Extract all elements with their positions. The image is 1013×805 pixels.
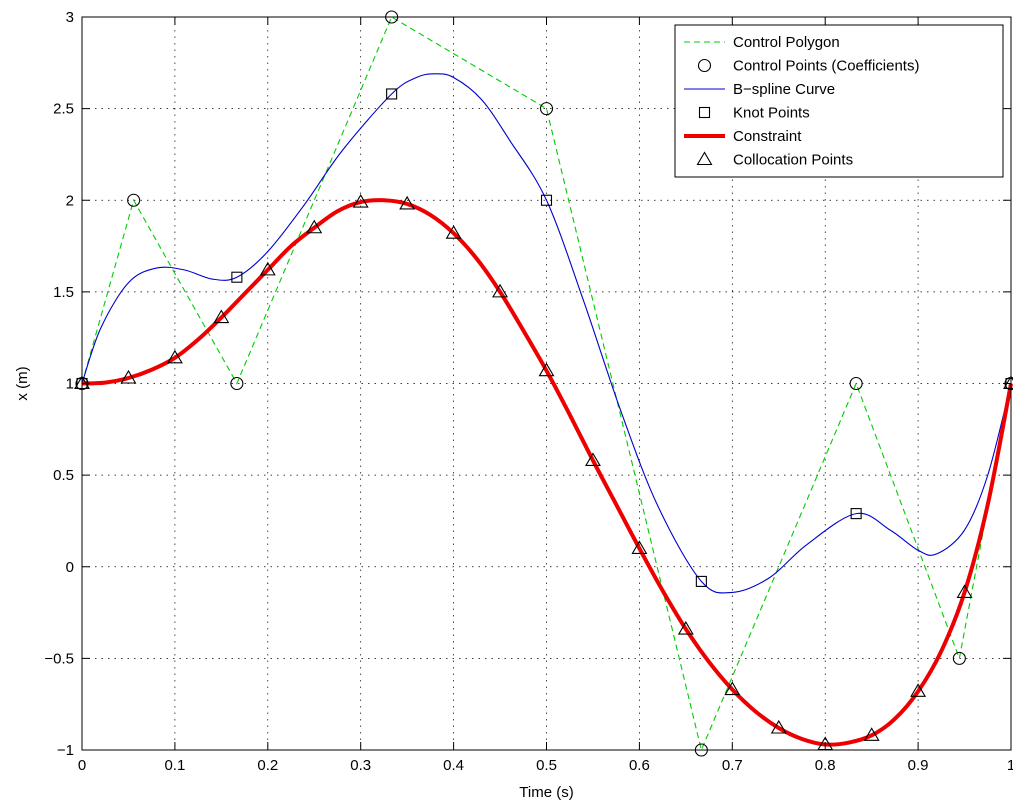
collocation-points-marker — [631, 540, 648, 554]
collocation-points-marker — [445, 225, 462, 239]
collocation-points-marker — [259, 261, 276, 276]
knot-points-marker — [695, 575, 707, 587]
collocation-points-marker — [538, 362, 555, 377]
x-tick-label: 0 — [78, 757, 86, 774]
y-tick-label: 3 — [66, 9, 74, 26]
x-tick-label: 0.6 — [629, 757, 650, 774]
collocation-points-marker — [770, 719, 787, 734]
control-points-coefficients-marker — [230, 376, 244, 391]
collocation-points-marker — [910, 683, 927, 697]
collocation-points-marker — [213, 309, 230, 324]
y-tick-label: 1 — [66, 376, 74, 393]
legend-swatch — [697, 58, 712, 73]
x-tick-label: 0.2 — [257, 757, 278, 774]
knot-points-marker — [850, 508, 862, 520]
y-tick-label: 1.5 — [53, 284, 74, 301]
y-tick-label: −0.5 — [44, 650, 74, 667]
legend-box — [674, 24, 1004, 178]
y-tick-label: −1 — [57, 742, 74, 759]
x-axis-label: Time (s) — [519, 784, 573, 801]
legend-label: Constraint — [733, 128, 802, 145]
series-b-spline-curve — [81, 73, 1012, 594]
collocation-points-marker — [956, 584, 973, 598]
x-tick-label: 0.8 — [815, 757, 836, 774]
control-points-coefficients-marker — [849, 376, 863, 391]
legend-label: Collocation Points — [733, 152, 853, 169]
x-tick-label: 0.7 — [722, 757, 743, 774]
control-points-coefficients-marker — [127, 193, 141, 207]
collocation-points-marker — [492, 283, 509, 298]
series-control-polygon — [81, 16, 1012, 752]
y-axis-label: x (m) — [14, 366, 31, 400]
collocation-points-marker — [352, 193, 369, 208]
legend-swatch — [698, 106, 711, 119]
collocation-points-marker — [584, 452, 601, 467]
knot-points-marker — [231, 271, 243, 283]
control-points-coefficients-marker — [952, 651, 966, 665]
legend-label: B−spline Curve — [733, 81, 835, 98]
y-tick-label: 2.5 — [53, 101, 74, 118]
legend-label: Knot Points — [733, 105, 810, 122]
knot-points-marker — [540, 194, 553, 206]
legend-label: Control Points (Coefficients) — [733, 58, 919, 75]
collocation-points-marker — [166, 349, 183, 364]
collocation-points-marker — [677, 620, 694, 635]
control-points-coefficients-marker — [539, 102, 554, 116]
legend-swatch — [696, 151, 713, 166]
legend-label: Control Polygon — [733, 34, 840, 51]
y-tick-label: 2 — [66, 192, 74, 209]
x-tick-label: 0.3 — [350, 757, 371, 774]
collocation-points-marker — [120, 369, 137, 384]
axis-ticks: 0 0.1 0.2 0.3 0.4 0.5 0.6 0.7 0.8 0.9 1 −1 −0.5 0 0.5 1… — [44, 9, 1013, 774]
knot-points-marker — [386, 88, 398, 100]
collocation-points-marker — [863, 727, 880, 741]
x-tick-label: 1 — [1007, 757, 1013, 774]
x-tick-label: 0.1 — [164, 757, 185, 774]
y-tick-label: 0 — [66, 559, 74, 576]
x-tick-label: 0.5 — [536, 757, 557, 774]
collocation-points-marker — [399, 195, 416, 210]
x-tick-label: 0.4 — [443, 757, 464, 774]
x-tick-label: 0.9 — [908, 757, 929, 774]
series-constraint — [81, 198, 1013, 747]
y-tick-label: 0.5 — [53, 467, 74, 484]
collocation-points-marker — [724, 681, 741, 696]
legend: Control Polygon Control Points (Coefficie… — [674, 24, 1004, 178]
collocation-points-marker — [306, 219, 323, 234]
